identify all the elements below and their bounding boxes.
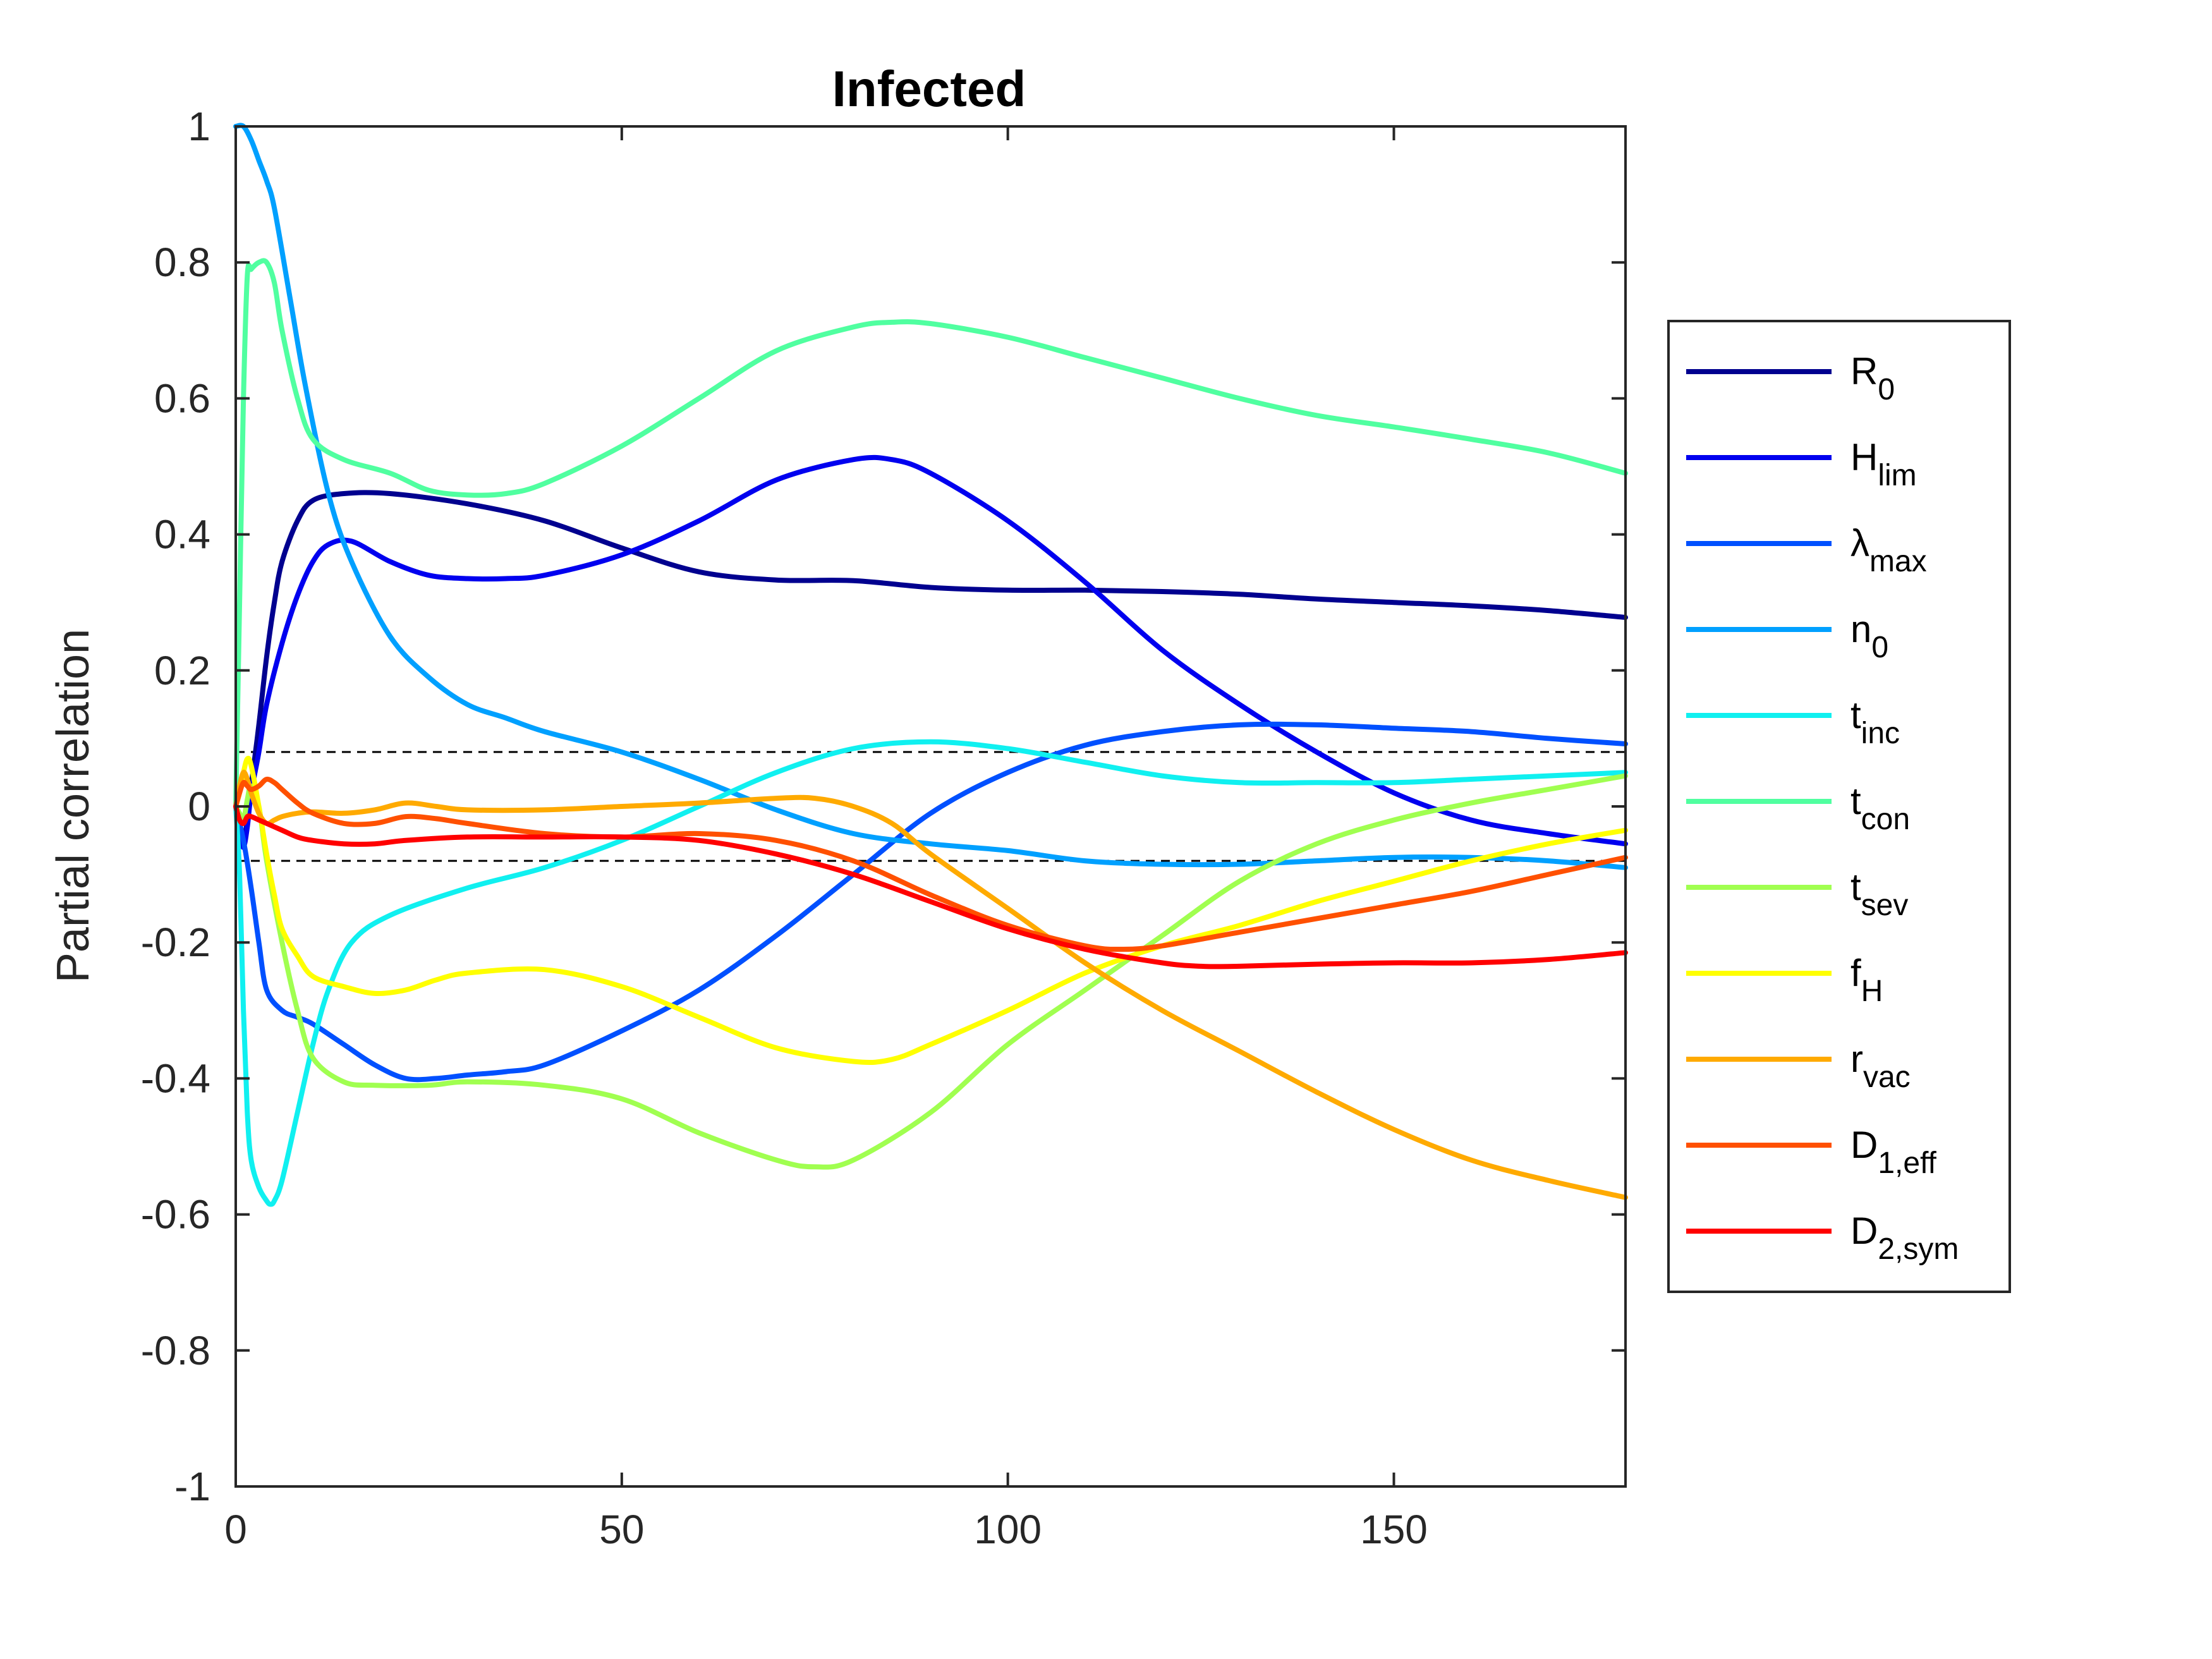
x-tick-label: 100 (974, 1507, 1042, 1552)
y-tick-label: 0.8 (154, 240, 210, 285)
legend-label: tsev (1850, 866, 1908, 922)
y-tick-label: -0.4 (141, 1055, 210, 1101)
series-line-H-lim (233, 454, 1628, 850)
legend-label: D1,eff (1850, 1124, 1937, 1180)
x-tick-label: 0 (224, 1507, 247, 1552)
legend-label: λmax (1850, 522, 1927, 578)
series-line-D-2,sym (233, 804, 1628, 969)
y-tick-label: 0.2 (154, 648, 210, 693)
series-lines (233, 123, 1628, 1207)
legend-label: tinc (1850, 694, 1900, 750)
y-axis-title: Partial correlation (48, 629, 99, 983)
chart-title: Infected (832, 61, 1026, 117)
legend-label: n0 (1850, 608, 1888, 664)
y-tick-label: 0.4 (154, 512, 210, 557)
axis-ticks: 0 50 100 150 1 0.8 0.6 0.4 0.2 0 -0.2 -0.4 -0.6 -0.8 -… (141, 104, 1626, 1552)
y-tick-label: -0.8 (141, 1328, 210, 1373)
legend-label: R0 (1850, 350, 1895, 406)
legend-label: Hlim (1850, 436, 1917, 492)
legend-label: fH (1850, 952, 1883, 1008)
series-line-R-0 (233, 490, 1628, 843)
y-tick-label: -0.6 (141, 1192, 210, 1237)
series-line-t-inc (233, 739, 1628, 1207)
legend-label: tcon (1850, 780, 1910, 836)
legend: R0 Hlim λmax n0 tinc tcon tsev fH rvac D1,eff D2,s… (1667, 320, 2011, 1293)
legend-box (1667, 320, 2011, 1293)
reference-lines (236, 751, 1626, 862)
series-line-n-0 (233, 123, 1628, 870)
series-line-t-con (233, 258, 1628, 809)
y-tick-label: -0.2 (141, 920, 210, 965)
legend-label: rvac (1850, 1038, 1911, 1094)
y-tick-label: -1 (174, 1464, 210, 1509)
series-line-λ-max (233, 721, 1628, 1083)
legend-label: D2,sym (1850, 1210, 1959, 1266)
series-line-f-H (233, 755, 1628, 1065)
y-tick-label: 0.6 (154, 375, 210, 421)
x-tick-label: 50 (599, 1507, 644, 1552)
x-tick-label: 150 (1360, 1507, 1428, 1552)
y-tick-label: 1 (188, 104, 210, 149)
y-tick-label: 0 (188, 784, 210, 829)
